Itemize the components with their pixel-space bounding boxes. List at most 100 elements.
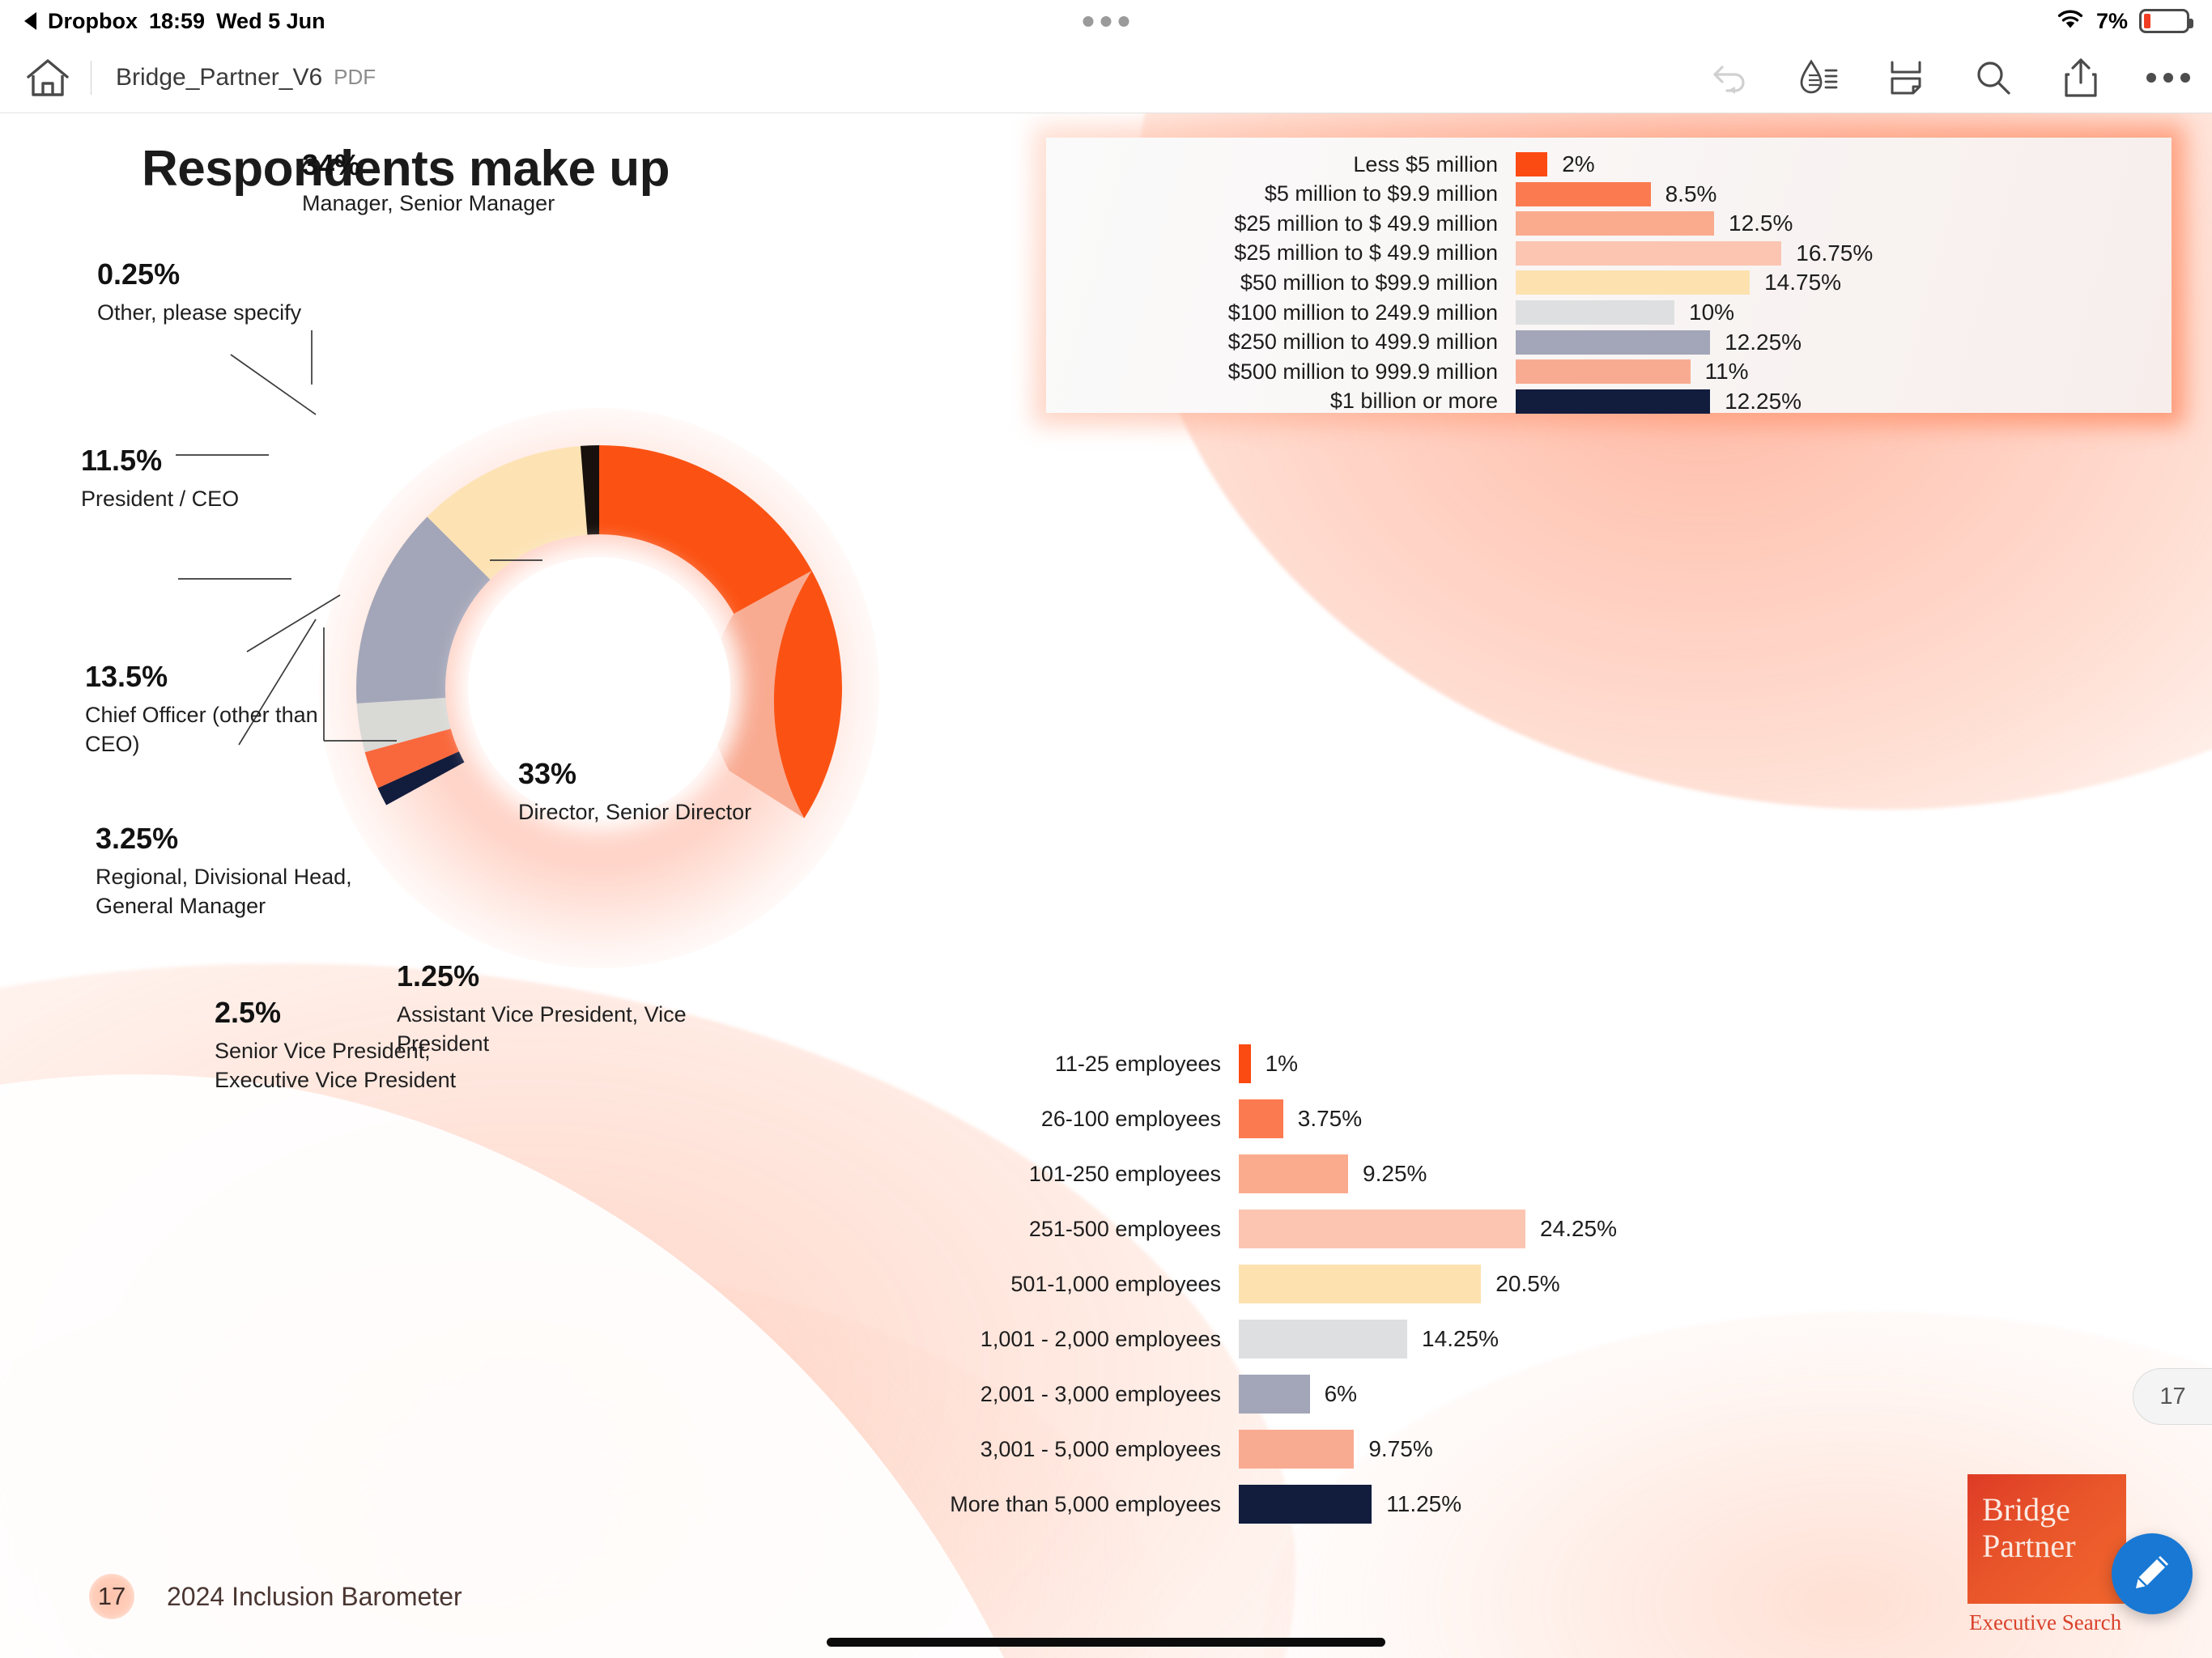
bar-value-label: 24.25% — [1540, 1216, 1618, 1241]
bar-category-label: 26-100 employees — [1040, 1106, 1221, 1131]
handle-dot — [1083, 15, 1094, 27]
bar-row: 11-25 employees 1% — [810, 1044, 2024, 1083]
donut-segments — [356, 445, 843, 818]
edit-fab-button[interactable] — [2112, 1533, 2193, 1614]
donut-label-regional: 3.25% Regional, Divisional Head, General… — [96, 822, 387, 921]
bar-category-label: $25 million to $ 49.9 million — [1234, 210, 1498, 236]
bar-fill — [1516, 389, 1711, 414]
leader-regional — [246, 594, 341, 653]
bar-category-label: $250 million to 499.9 million — [1227, 329, 1498, 355]
bar-row: $1 billion or more 12.25% — [1046, 389, 2172, 414]
bar-category-label: 2,001 - 3,000 employees — [980, 1381, 1221, 1406]
bar-fill — [1239, 1044, 1251, 1083]
bar-fill — [1516, 300, 1674, 325]
pdf-page[interactable]: Respondents make up — [0, 113, 2212, 1658]
bar-category-label: $5 million to $9.9 million — [1264, 181, 1498, 206]
bar-row: $50 million to $99.9 million 14.75% — [1046, 270, 2172, 295]
donut-label-president: 11.5% President / CEO — [81, 444, 324, 514]
bar-value-label: 20.5% — [1495, 1271, 1560, 1296]
bar-fill — [1516, 240, 1782, 266]
share-icon[interactable] — [2058, 55, 2104, 100]
bar-value-label: 2% — [1562, 151, 1595, 176]
bar-fill — [1516, 152, 1548, 176]
slide-page-number: 17 — [89, 1574, 134, 1619]
bar-value-label: 14.25% — [1422, 1326, 1499, 1351]
bar-row: $100 million to 249.9 million 10% — [1046, 300, 2172, 325]
handle-dot — [1100, 15, 1112, 27]
status-bar-right: 7% — [2056, 8, 2193, 35]
bar-value-label: 3.75% — [1297, 1106, 1363, 1131]
donut-label-director-value: 33% — [518, 757, 577, 790]
bar-row: 501-1,000 employees 20.5% — [810, 1265, 2024, 1303]
bar-fill — [1239, 1265, 1482, 1303]
bar-value-label: 12.25% — [1725, 329, 1802, 355]
bar-value-label: 11.25% — [1386, 1491, 1462, 1516]
revenue-bar-chart: Less $5 million 2% $5 million to $9.9 mill… — [1046, 138, 2172, 414]
bar-row: 2,001 - 3,000 employees 6% — [810, 1375, 2024, 1414]
bridge-partner-logo: Bridge Partner Executive Search — [1967, 1474, 2138, 1635]
bar-fill — [1239, 1320, 1408, 1358]
donut-label-regional-value: 3.25% — [96, 822, 179, 855]
home-indicator[interactable] — [827, 1638, 1385, 1647]
highlighter-icon[interactable] — [1796, 55, 1841, 100]
bar-value-label: 8.5% — [1665, 181, 1717, 206]
bar-category-label: Less $5 million — [1353, 151, 1498, 176]
wifi-icon — [2056, 8, 2085, 35]
bar-fill — [1516, 270, 1750, 295]
file-name-label: Bridge_Partner_V6 — [116, 63, 323, 91]
search-icon[interactable] — [1971, 55, 2016, 100]
donut-label-chief-value: 13.5% — [85, 660, 168, 693]
bar-value-label: 6% — [1324, 1381, 1358, 1406]
bar-value-label: 11% — [1704, 359, 1749, 385]
undo-icon[interactable] — [1708, 55, 1754, 100]
bar-row: $25 million to $ 49.9 million 16.75% — [1046, 240, 2172, 266]
logo-line-2: Partner — [1982, 1527, 2076, 1564]
bar-category-label: 1,001 - 2,000 employees — [980, 1326, 1221, 1351]
bar-value-label: 14.75% — [1764, 270, 1842, 295]
bar-value-label: 1% — [1265, 1051, 1299, 1076]
bar-row: More than 5,000 employees 11.25% — [810, 1485, 2024, 1524]
page-indicator-pill[interactable]: 17 — [2133, 1368, 2212, 1425]
donut-chart — [319, 408, 879, 968]
logo-tagline: Executive Search — [1969, 1610, 2122, 1635]
app-toolbar: Bridge_Partner_V6 PDF — [0, 42, 2212, 113]
home-icon[interactable] — [18, 48, 78, 108]
date-label: Wed 5 Jun — [216, 8, 325, 33]
bar-fill — [1239, 1375, 1310, 1414]
donut-label-avp-text: Assistant Vice President, Vice President — [397, 1002, 687, 1056]
file-type-badge: PDF — [334, 65, 376, 89]
donut-slice-director — [709, 570, 812, 818]
back-arrow-icon[interactable] — [24, 12, 36, 30]
multitask-handle[interactable] — [1083, 15, 1129, 27]
donut-label-other-value: 0.25% — [97, 257, 181, 291]
donut-label-manager-value: 34% — [302, 148, 361, 181]
donut-label-president-value: 11.5% — [81, 444, 163, 477]
status-bar-left: Dropbox 18:59 Wed 5 Jun — [24, 9, 325, 34]
leader-svp — [238, 619, 317, 746]
donut-label-regional-text: Regional, Divisional Head, General Manag… — [96, 865, 352, 919]
bar-category-label: More than 5,000 employees — [950, 1491, 1221, 1516]
donut-label-other: 0.25% Other, please specify — [97, 257, 340, 328]
donut-label-president-text: President / CEO — [81, 487, 240, 512]
logo-line-1: Bridge — [1982, 1491, 2070, 1528]
battery-percent-label: 7% — [2095, 8, 2128, 33]
bar-row: 1,001 - 2,000 employees 14.25% — [810, 1320, 2024, 1358]
more-options-icon[interactable] — [2146, 55, 2191, 100]
bar-category-label: $100 million to 249.9 million — [1227, 300, 1498, 325]
page-layout-icon[interactable] — [1883, 55, 1929, 100]
donut-label-manager: 34% Manager, Senior Manager — [302, 148, 569, 219]
back-app-label[interactable]: Dropbox — [48, 8, 138, 33]
donut-label-manager-text: Manager, Senior Manager — [302, 191, 555, 216]
bar-value-label: 10% — [1689, 300, 1735, 325]
donut-label-svp-value: 2.5% — [215, 996, 282, 1029]
bar-fill — [1516, 329, 1711, 355]
bar-category-label: $25 million to $ 49.9 million — [1234, 240, 1498, 266]
bar-category-label: $500 million to 999.9 million — [1227, 359, 1498, 384]
page-title: Respondents make up — [142, 141, 670, 197]
leader-other — [230, 354, 317, 415]
bar-fill — [1239, 1209, 1526, 1248]
donut-label-chief-text: Chief Officer (other than CEO) — [85, 703, 318, 757]
bar-value-label: 16.75% — [1796, 240, 1874, 266]
bar-row: 26-100 employees 3.75% — [810, 1099, 2024, 1138]
